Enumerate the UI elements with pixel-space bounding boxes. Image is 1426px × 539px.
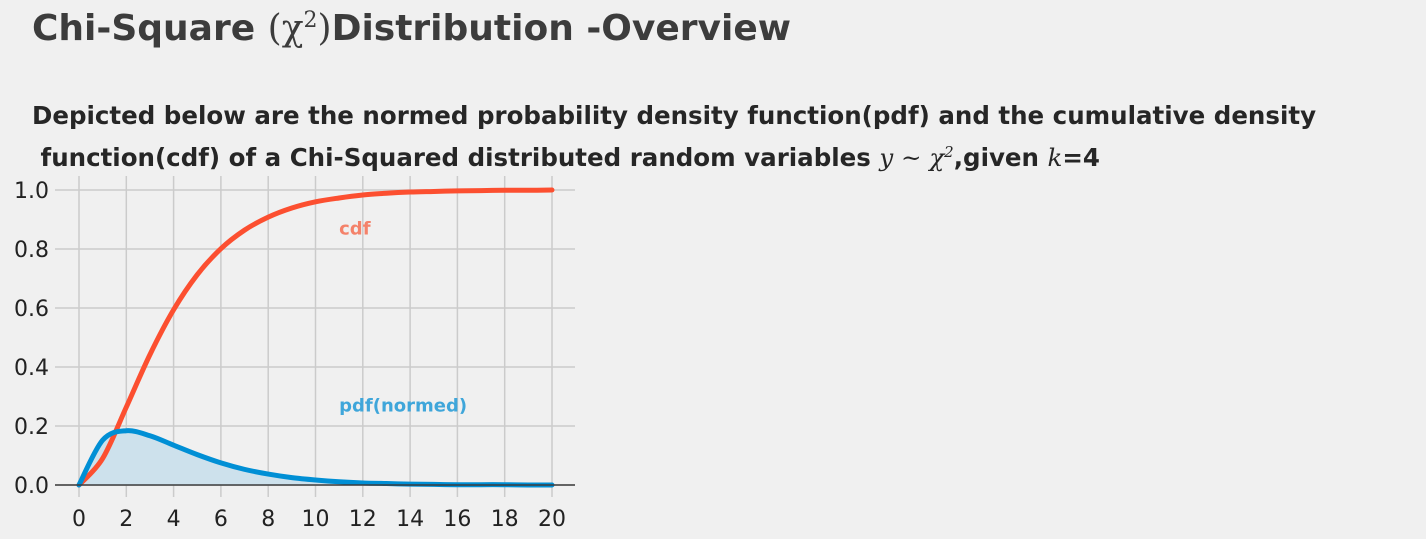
- x-tick-label: 12: [349, 507, 377, 532]
- x-tick-label: 18: [491, 507, 519, 532]
- y-tick-label: 1.0: [14, 179, 49, 204]
- y-tick-labels: 0.0 0.2 0.4 0.6 0.8 1.0: [14, 179, 49, 499]
- y-tick-label: 0.2: [14, 415, 49, 440]
- x-tick-label: 14: [396, 507, 424, 532]
- subtitle-line2: function(cdf) of a Chi-Squared distribut…: [32, 143, 1100, 173]
- annotations: cdf pdf(normed): [339, 218, 467, 416]
- y-tick-label: 0.8: [14, 238, 49, 263]
- title-text-after: Distribution -Overview: [331, 8, 792, 49]
- x-tick-labels: 0 2 4 6 8 10 12 14 16 18 20: [72, 507, 566, 532]
- annotation-label: pdf(normed): [339, 395, 467, 416]
- x-tick-label: 4: [167, 507, 181, 532]
- subtitle-line1: Depicted below are the normed probabilit…: [32, 101, 1317, 130]
- pdf-normed-area: [79, 430, 552, 486]
- area-fills: [79, 430, 552, 486]
- chart-title: Chi-Square (χ2)Distribution -Overview: [32, 8, 791, 49]
- y-tick-label: 0.4: [14, 356, 49, 381]
- annotation-label: cdf: [339, 218, 371, 239]
- title-text-before: Chi-Square: [32, 8, 268, 49]
- x-tick-label: 20: [538, 507, 566, 532]
- x-tick-label: 0: [72, 507, 86, 532]
- x-tick-label: 2: [119, 507, 133, 532]
- y-tick-label: 0.0: [14, 474, 49, 499]
- x-tick-label: 16: [443, 507, 471, 532]
- cdf-line: [76, 187, 555, 488]
- x-tick-label: 10: [302, 507, 330, 532]
- title-symbol: (χ2): [267, 8, 332, 49]
- x-tick-label: 8: [261, 507, 275, 532]
- chart-subtitle: Depicted below are the normed probabilit…: [32, 98, 1316, 176]
- x-tick-label: 6: [214, 507, 228, 532]
- y-tick-label: 0.6: [14, 297, 49, 322]
